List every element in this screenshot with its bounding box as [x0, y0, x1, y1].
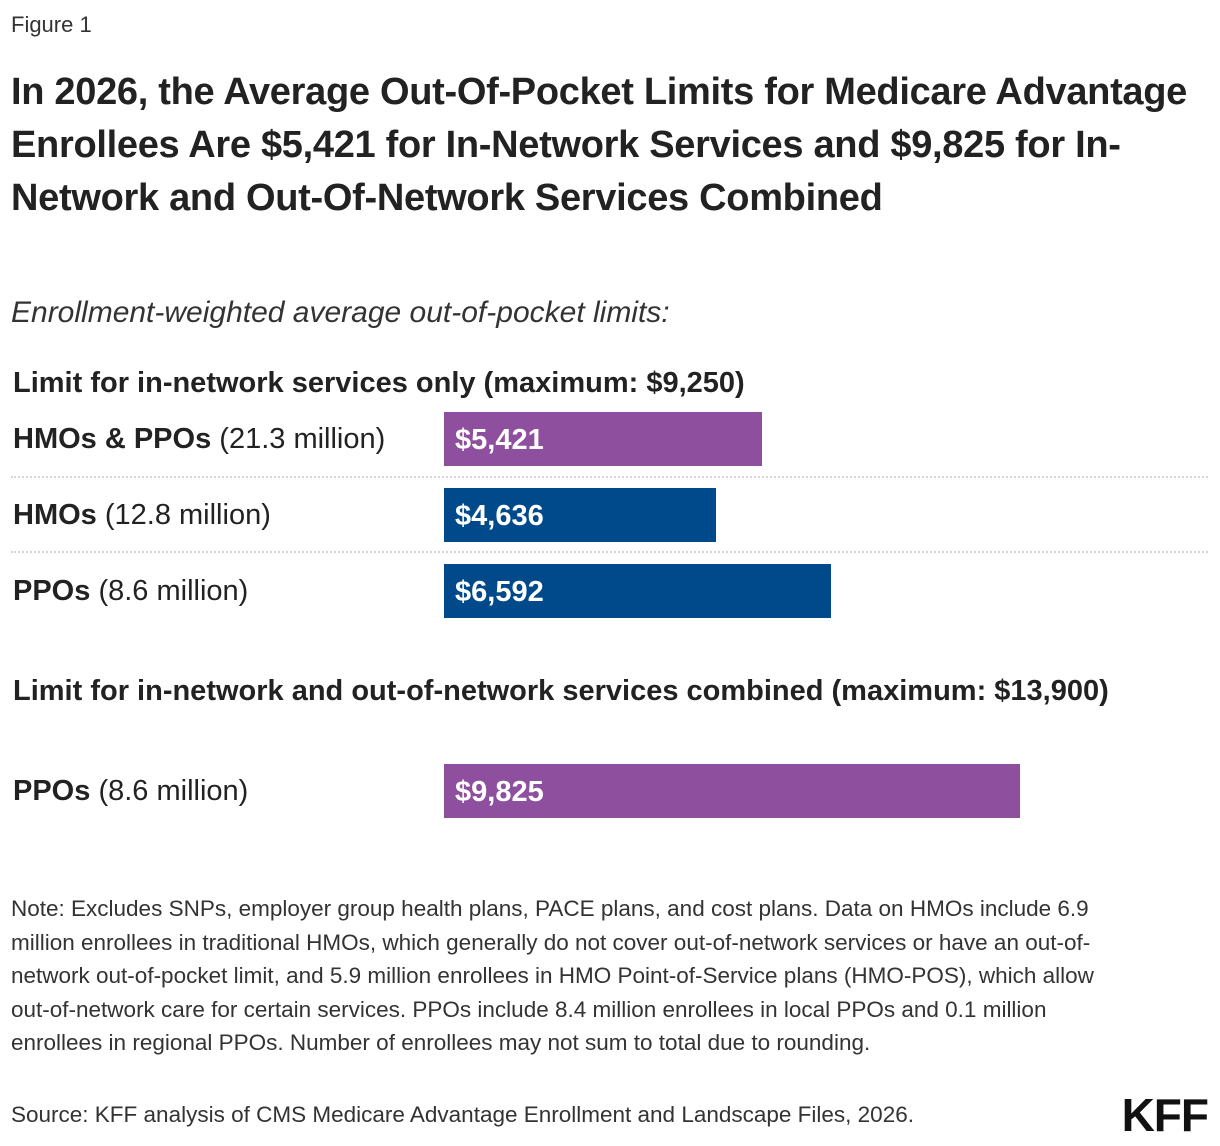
bar-hmos: $4,636 [444, 488, 716, 542]
row-enrollment: (12.8 million) [104, 499, 271, 531]
row-separator [11, 551, 1208, 553]
bar-value-label: $9,825 [455, 776, 544, 808]
row-separator [11, 476, 1208, 478]
row-name: HMOs & PPOs [13, 423, 212, 455]
group-title-in-network: Limit for in-network services only (maxi… [13, 367, 745, 399]
row-enrollment: (8.6 million) [98, 775, 249, 807]
bar-hmos-ppos: $5,421 [444, 412, 762, 466]
group-title-combined: Limit for in-network and out-of-network … [13, 675, 1109, 707]
row-name: HMOs [13, 499, 97, 531]
row-label-ppos: PPOs (8.6 million) [13, 564, 248, 618]
figure-label: Figure 1 [11, 12, 92, 37]
row-label-ppos-combined: PPOs (8.6 million) [13, 764, 248, 818]
row-enrollment: (21.3 million) [219, 423, 386, 455]
bar-ppos-in-network: $6,592 [444, 564, 831, 618]
row-name: PPOs [13, 575, 91, 607]
chart-subtitle: Enrollment-weighted average out-of-pocke… [11, 296, 670, 329]
chart-source: Source: KFF analysis of CMS Medicare Adv… [11, 1102, 914, 1127]
chart-note: Note: Excludes SNPs, employer group heal… [11, 896, 1094, 1055]
chart-title: In 2026, the Average Out-Of-Pocket Limit… [11, 71, 1188, 219]
kff-logo: KFF [1121, 1089, 1209, 1141]
row-label-hmos: HMOs (12.8 million) [13, 488, 271, 542]
bar-value-label: $4,636 [455, 500, 544, 532]
row-label-hmos-ppos: HMOs & PPOs (21.3 million) [13, 412, 385, 466]
row-name: PPOs [13, 775, 91, 807]
row-enrollment: (8.6 million) [98, 575, 249, 607]
bar-value-label: $6,592 [455, 576, 544, 608]
bar-value-label: $5,421 [455, 424, 544, 456]
bar-ppos-combined: $9,825 [444, 764, 1020, 818]
